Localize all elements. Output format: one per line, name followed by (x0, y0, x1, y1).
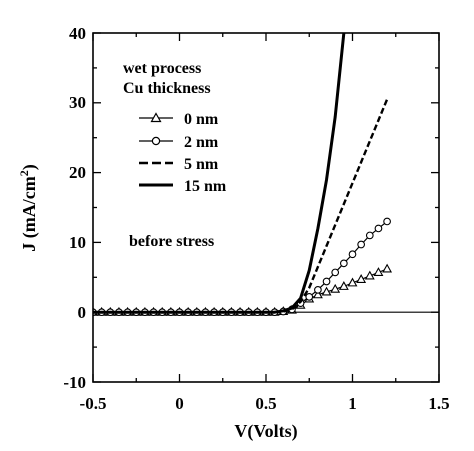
series-line-15nm (93, 33, 346, 314)
point-0nm (347, 277, 358, 287)
point-2nm (374, 224, 383, 233)
svg-text:J (mA/cm2): J (mA/cm2) (17, 164, 40, 251)
point-0nm (356, 274, 367, 283)
series-group (93, 33, 439, 317)
x-tick-label: 1 (348, 394, 357, 413)
legend: 0 nm 2 nm 5 nm 15 nm (139, 111, 227, 195)
legend-label-2nm: 2 nm (184, 134, 219, 151)
point-0nm (338, 281, 349, 290)
x-tick-label: 0 (175, 394, 184, 413)
point-0nm (321, 286, 332, 296)
y-tick-label: 30 (69, 93, 86, 112)
point-2nm (348, 250, 357, 259)
circle-marker-icon (151, 136, 161, 146)
annotation-cu-thickness: Cu thickness (123, 80, 211, 97)
annotation-wet-process: wet process (123, 60, 201, 77)
legend-label-15nm: 15 nm (184, 178, 227, 195)
axis-ticks (92, 32, 440, 383)
y-tick-label: 20 (69, 163, 86, 182)
point-0nm (373, 267, 384, 276)
legend-label-5nm: 5 nm (184, 156, 219, 173)
point-2nm (383, 217, 391, 226)
point-2nm (357, 240, 366, 249)
x-tick-label: 1.5 (428, 394, 449, 413)
point-2nm (322, 277, 331, 286)
x-tick-label: 0.5 (255, 394, 276, 413)
y-tick-label: 0 (78, 303, 87, 322)
point-2nm (340, 259, 348, 268)
point-0nm (312, 289, 323, 299)
y-tick-label: 10 (69, 233, 86, 252)
legend-label-0nm: 0 nm (184, 111, 219, 128)
point-2nm (314, 286, 322, 294)
y-tick-label: 40 (69, 24, 86, 43)
y-axis-title: J (mA/cm2) (17, 164, 40, 251)
point-2nm (305, 292, 314, 301)
series-line-0nm (93, 268, 388, 313)
x-tick-label: -0.5 (80, 394, 107, 413)
annotation-before-stress: before stress (129, 233, 214, 250)
series-line-5nm (274, 98, 389, 314)
point-0nm (330, 283, 341, 293)
y-tick-label: -10 (63, 373, 86, 392)
point-0nm (364, 270, 375, 280)
triangle-marker-icon (150, 112, 162, 123)
plot-content (93, 33, 439, 317)
point-0nm (382, 263, 393, 273)
point-2nm (331, 268, 340, 277)
point-2nm (365, 231, 374, 240)
x-axis-title: V(Volts) (234, 421, 297, 442)
y-axis-title-sup: 2 (17, 170, 31, 176)
y-axis-title-close: ) (19, 164, 40, 170)
y-axis-title-main: J (mA/cm (19, 176, 40, 251)
